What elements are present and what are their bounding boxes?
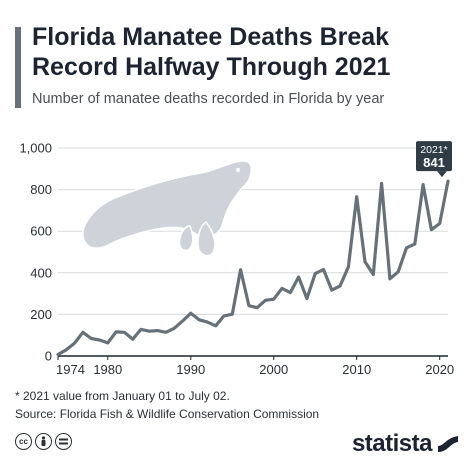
statista-logo-icon [438,436,458,452]
data-point [339,285,341,287]
accent-bar [15,27,21,108]
y-tick-labels: 0 200 400 600 800 1,000 [19,141,52,364]
data-point [356,196,358,198]
data-point [157,330,159,332]
y-tick-label: 600 [30,224,52,239]
callout-value: 841 [423,155,445,170]
data-point [381,182,383,184]
data-series [56,179,450,357]
data-point [57,353,59,356]
data-point [115,331,117,333]
data-point [206,321,208,323]
data-point [148,330,150,332]
creative-commons-icon[interactable]: cc [15,433,32,450]
x-tick-label: 2000 [259,362,288,377]
data-point [173,327,175,329]
data-point [447,180,449,182]
data-point [364,261,366,263]
data-point [107,342,109,344]
x-tick-label: 1974 [56,362,85,377]
chart-subtitle: Number of manatee deaths recorded in Flo… [32,91,385,107]
data-point [273,298,275,300]
attribution-icon[interactable] [35,433,52,450]
data-point [289,292,291,294]
x-tick-label: 1980 [93,362,122,377]
data-point [190,312,192,314]
data-point [82,331,84,333]
data-point [306,298,308,300]
data-point [181,320,184,322]
y-tick-label: 200 [30,307,52,322]
data-point [331,289,333,291]
data-point [264,299,266,301]
logo-text: statista [351,430,433,457]
data-point [90,337,92,340]
data-point [372,273,374,276]
data-point [223,315,225,317]
x-tick-label: 1990 [176,362,205,377]
data-point [165,331,167,333]
footnote: * 2021 value from January 01 to July 02. [15,389,230,403]
data-point [405,247,408,249]
chart-title: Florida Manatee Deaths Break Record Half… [32,23,391,81]
data-point [132,338,134,340]
data-point [397,271,399,273]
data-point [430,229,432,231]
statista-logo[interactable]: statista [352,430,460,458]
x-tick-label: 2010 [342,362,371,377]
data-point [140,328,142,330]
y-tick-label: 0 [45,349,52,364]
series-line [56,179,450,357]
y-tick-label: 800 [30,182,52,197]
data-point [65,349,67,351]
source-note: Source: Florida Fish & Wildlife Conserva… [15,407,320,421]
data-point [389,278,391,280]
data-point [314,273,316,275]
data-point [281,287,283,289]
data-point [414,243,416,245]
data-point [98,339,101,341]
data-point [240,269,242,271]
no-derivatives-icon[interactable] [55,433,72,450]
callout-label: 2021* [420,144,447,156]
data-point [248,305,250,307]
callout-2021: 2021* 841 [416,141,452,178]
x-tick-labels: 1974 1980 1990 2000 2010 2020 [56,356,454,377]
x-tick-label: 2020 [425,362,454,377]
y-tick-label: 400 [30,265,52,280]
y-tick-label: 1,000 [19,141,52,156]
data-point [298,276,300,278]
data-point [198,319,200,321]
license-icons[interactable]: cc [15,433,72,450]
manatee-icon [82,160,253,257]
data-point [439,222,441,225]
data-point [231,313,233,315]
data-point [422,184,424,186]
data-point [256,307,258,309]
data-point [322,268,325,271]
data-point [123,331,125,333]
data-point [215,325,217,327]
grid-lines [58,147,448,357]
data-point [74,342,76,344]
data-point [347,266,349,268]
